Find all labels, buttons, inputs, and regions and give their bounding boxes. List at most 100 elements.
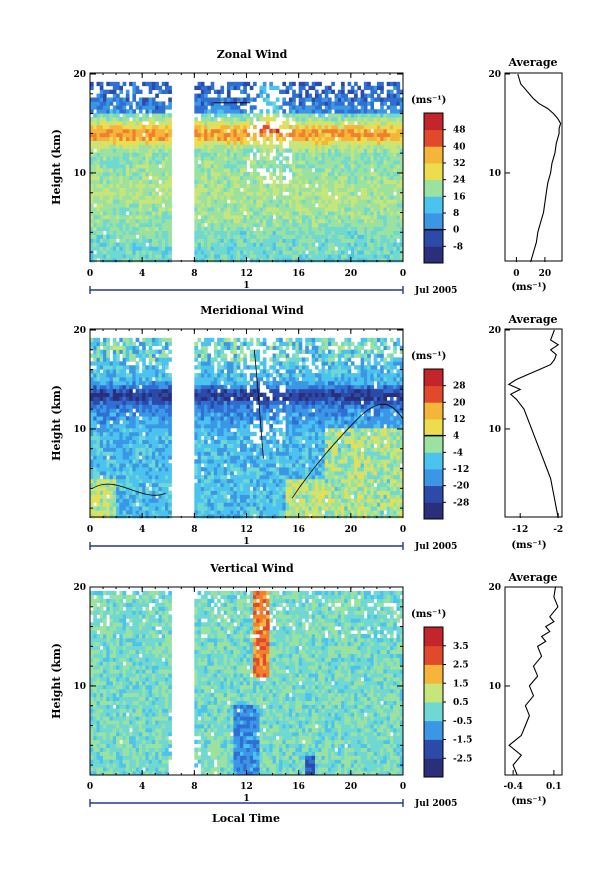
field-cell — [334, 113, 339, 118]
field-cell — [282, 168, 287, 173]
field-cell — [210, 203, 215, 208]
field-cell — [354, 152, 358, 157]
field-cell — [161, 345, 166, 350]
field-cell — [99, 242, 104, 247]
field-cell — [295, 164, 300, 169]
field-cell — [145, 195, 150, 200]
field-cell — [295, 156, 300, 161]
field-cell — [129, 230, 133, 235]
field-cell — [246, 171, 251, 177]
field-cell — [314, 211, 319, 216]
field-cell — [148, 105, 153, 110]
field-cell — [354, 207, 358, 212]
field-cell — [373, 117, 378, 122]
field-cell — [308, 105, 313, 110]
field-cell — [383, 226, 388, 232]
field-cell — [288, 124, 293, 130]
field-cell — [210, 136, 215, 141]
field-cell — [337, 97, 342, 102]
field-cell — [99, 455, 104, 460]
field-cell — [236, 238, 241, 243]
field-cell — [151, 230, 156, 235]
field-cell — [135, 443, 140, 448]
field-cell — [96, 148, 101, 153]
field-cell — [90, 384, 94, 390]
field-cell — [164, 242, 169, 247]
field-cell — [243, 117, 247, 122]
field-cell — [103, 384, 107, 390]
field-cell — [223, 195, 228, 200]
field-cell — [138, 349, 143, 354]
field-cell — [90, 222, 94, 228]
field-cell — [292, 160, 296, 165]
field-cell — [161, 132, 166, 138]
field-cell — [386, 89, 391, 94]
field-cell — [380, 211, 384, 216]
field-cell — [148, 365, 153, 370]
field-cell — [341, 144, 345, 149]
field-cell — [292, 140, 296, 145]
field-cell — [220, 89, 225, 94]
field-cell — [99, 203, 104, 208]
field-cell — [96, 373, 101, 378]
field-cell — [148, 164, 153, 169]
field-cell — [314, 234, 319, 239]
field-cell — [112, 136, 117, 141]
field-cell — [337, 222, 342, 228]
field-cell — [337, 195, 342, 200]
field-cell — [90, 128, 94, 134]
field-cell — [354, 199, 358, 204]
field-cell — [116, 109, 120, 114]
field-cell — [103, 471, 107, 476]
field-cell — [321, 230, 326, 235]
field-cell — [226, 179, 231, 185]
field-cell — [204, 242, 208, 247]
field-cell — [135, 101, 140, 106]
field-cell — [207, 164, 212, 169]
field-cell — [367, 124, 371, 130]
field-cell — [116, 490, 120, 495]
field-cell — [93, 124, 97, 130]
field-cell — [151, 451, 156, 456]
field-cell — [116, 117, 120, 122]
field-cell — [132, 218, 137, 224]
field-cell — [129, 357, 133, 362]
field-cell — [125, 242, 130, 247]
field-cell — [125, 117, 130, 122]
field-cell — [226, 234, 231, 239]
field-cell — [148, 400, 153, 405]
field-cell — [389, 254, 394, 259]
field-cell — [298, 195, 303, 200]
field-cell — [164, 380, 169, 386]
field-cell — [305, 246, 309, 251]
field-cell — [318, 215, 322, 220]
field-cell — [90, 152, 94, 157]
field-cell — [298, 254, 303, 259]
field-cell — [213, 238, 218, 243]
field-cell — [334, 207, 339, 212]
field-cell — [311, 121, 316, 126]
field-cell — [106, 140, 110, 145]
field-cell — [217, 234, 221, 239]
field-cell — [138, 494, 143, 499]
field-cell — [334, 152, 339, 157]
field-cell — [324, 109, 329, 114]
field-cell — [132, 451, 137, 456]
field-cell — [138, 408, 143, 413]
field-cell — [168, 349, 172, 354]
field-cell — [106, 218, 110, 224]
field-cell — [158, 238, 163, 243]
field-cell — [200, 238, 205, 243]
field-cell — [168, 514, 172, 519]
field-cell — [295, 218, 300, 224]
field-cell — [96, 132, 101, 138]
field-cell — [103, 498, 107, 503]
field-cell — [158, 242, 163, 247]
field-cell — [220, 117, 225, 122]
field-cell — [396, 191, 401, 196]
field-cell — [138, 451, 143, 456]
field-cell — [106, 81, 110, 87]
field-cell — [243, 152, 247, 157]
field-cell — [116, 502, 120, 507]
field-cell — [298, 132, 303, 138]
